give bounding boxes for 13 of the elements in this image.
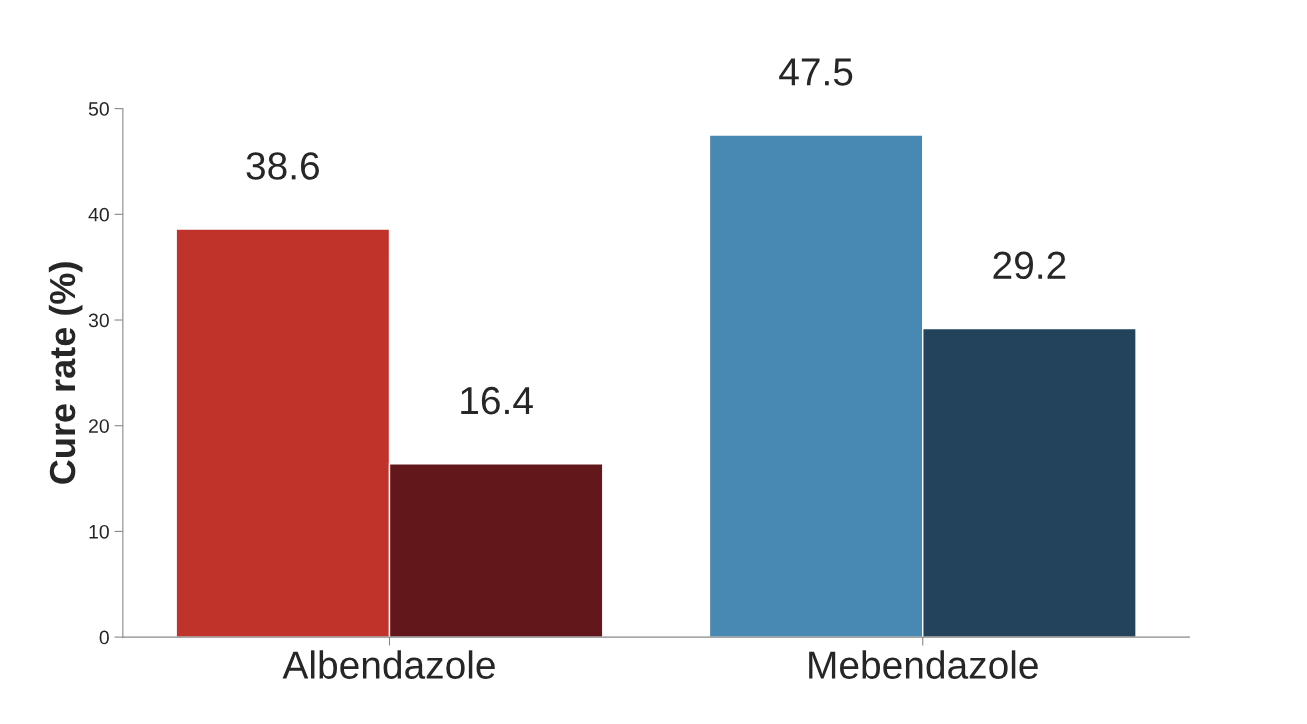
- data-label: 29.2: [993, 251, 1066, 280]
- y-tick-label: 20: [89, 419, 109, 433]
- x-tick-label: Mebendazole: [809, 650, 1038, 679]
- x-tick-label: Albendazole: [282, 650, 495, 679]
- y-tick-label: 0: [99, 630, 109, 645]
- y-tick-label: 50: [88, 102, 109, 116]
- y-tick-label: 10: [89, 524, 109, 539]
- data-label: 16.4: [461, 386, 533, 415]
- y-tick-label: 40: [88, 207, 109, 222]
- y-tick-label: 30: [88, 313, 109, 328]
- y-axis-title: Cure rate (%): [48, 262, 83, 484]
- data-label: 47.5: [779, 58, 853, 86]
- data-label: 38.6: [246, 152, 319, 180]
